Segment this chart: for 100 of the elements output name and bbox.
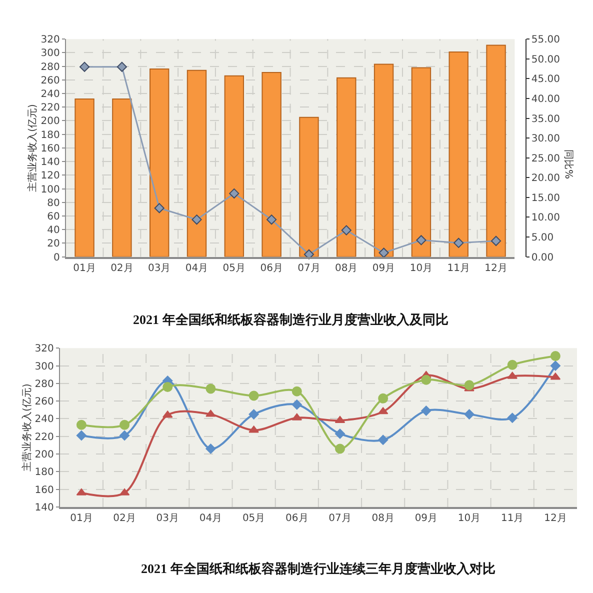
y-tick-label: 40 (47, 225, 60, 236)
point (416, 235, 426, 246)
bar (262, 72, 282, 257)
point (154, 203, 164, 214)
point (162, 382, 173, 392)
text: 2021 年全国纸和纸板容器制造行业月度营业收入及同比 (133, 312, 448, 327)
x-tick-label: 02月 (113, 513, 136, 524)
y2-tick-label: 10.00 (531, 212, 560, 224)
y-tick-label: 320 (40, 34, 60, 46)
x-tick-label: 12月 (544, 513, 567, 524)
y-tick-label: 180 (34, 467, 54, 478)
y2-tick-label: 30.00 (531, 134, 560, 145)
point (248, 409, 259, 420)
bar (448, 52, 468, 257)
point (421, 406, 432, 416)
bar (374, 64, 394, 257)
bar (486, 44, 506, 257)
point (206, 410, 216, 417)
x-tick-label: 03月 (156, 513, 179, 524)
point (550, 360, 560, 371)
y-tick-label: 140 (40, 157, 60, 168)
y-tick-label: 140 (34, 502, 54, 514)
x-tick-label: 08月 (335, 262, 358, 274)
point (248, 426, 259, 433)
y-tick-label: 60 (47, 211, 60, 222)
point (378, 434, 388, 445)
y-tick-label: 320 (34, 344, 54, 355)
x-tick-label: 07月 (328, 513, 352, 524)
bar (299, 116, 319, 257)
y-tick-label: 200 (40, 116, 60, 128)
x-tick-label: 01月 (70, 513, 93, 524)
point (292, 386, 302, 396)
point (76, 420, 86, 430)
point (464, 380, 474, 390)
point (79, 62, 90, 72)
point (341, 225, 352, 236)
y-tick-label: 0 (53, 252, 60, 264)
point (292, 400, 302, 410)
x-tick-label: 05月 (242, 513, 266, 524)
bar (149, 68, 170, 257)
y-tick-label: 280 (40, 62, 60, 73)
x-tick-label: 04月 (199, 513, 222, 524)
bar (74, 98, 94, 257)
point (550, 351, 560, 362)
y2-tick-label: 35.00 (531, 114, 560, 125)
point (421, 374, 432, 385)
x-tick-label: 08月 (372, 513, 394, 524)
y-tick-label: 180 (40, 130, 60, 141)
point (162, 410, 173, 418)
bar (336, 77, 356, 257)
point (206, 384, 216, 394)
x-tick-label: 11月 (447, 262, 470, 274)
point (507, 372, 518, 379)
y-tick-label: 300 (40, 48, 60, 60)
bar (224, 75, 244, 257)
point (454, 238, 464, 248)
y2-tick-label: 55.00 (531, 34, 560, 46)
point (206, 444, 216, 454)
x-tick-label: 02月 (110, 262, 134, 274)
y-tick-label: 120 (40, 170, 60, 182)
x-tick-label: 09月 (414, 513, 438, 524)
y2-tick-label: 25.00 (531, 153, 560, 164)
x-tick-label: 07月 (298, 262, 320, 274)
y-tick-label: 240 (40, 89, 60, 100)
bar (112, 98, 132, 257)
x-tick-label: 09月 (372, 262, 396, 274)
y-tick-label: 20 (47, 238, 60, 250)
point (464, 409, 474, 420)
y-tick-label: 240 (34, 414, 54, 426)
y2-tick-label: 15.00 (531, 192, 560, 204)
x-tick-label: 10月 (410, 262, 433, 274)
point (507, 360, 518, 370)
y-tick-label: 100 (40, 184, 60, 196)
y2-tick-label: 45.00 (531, 74, 560, 86)
y-tick-label: 260 (34, 396, 54, 408)
x-tick-label: 10月 (458, 513, 481, 524)
x-tick-label: 06月 (260, 262, 283, 274)
bar (186, 70, 207, 257)
y2-tick-label: 5.00 (531, 232, 554, 244)
y2-tick-label: 50.00 (531, 54, 560, 66)
point (120, 420, 130, 430)
point (116, 62, 127, 72)
x-tick-label: 06月 (286, 513, 308, 524)
point (378, 248, 389, 258)
y-axis-title: 主营业务收入(亿元) (26, 104, 39, 192)
bar (411, 67, 432, 257)
y-tick-label: 160 (40, 143, 60, 154)
point (378, 393, 388, 404)
y-tick-label: 160 (34, 484, 54, 496)
y2-tick-label: 40.00 (531, 94, 560, 105)
x-tick-label: 04月 (185, 262, 208, 274)
point (229, 188, 240, 199)
y-tick-label: 300 (34, 361, 54, 372)
y-tick-label: 280 (34, 378, 54, 390)
point (266, 214, 277, 225)
x-tick-label: 12月 (484, 262, 508, 274)
point (334, 444, 345, 454)
y2-tick-label: 0.00 (531, 252, 554, 264)
point (248, 390, 259, 401)
x-tick-label: 01月 (73, 262, 96, 274)
